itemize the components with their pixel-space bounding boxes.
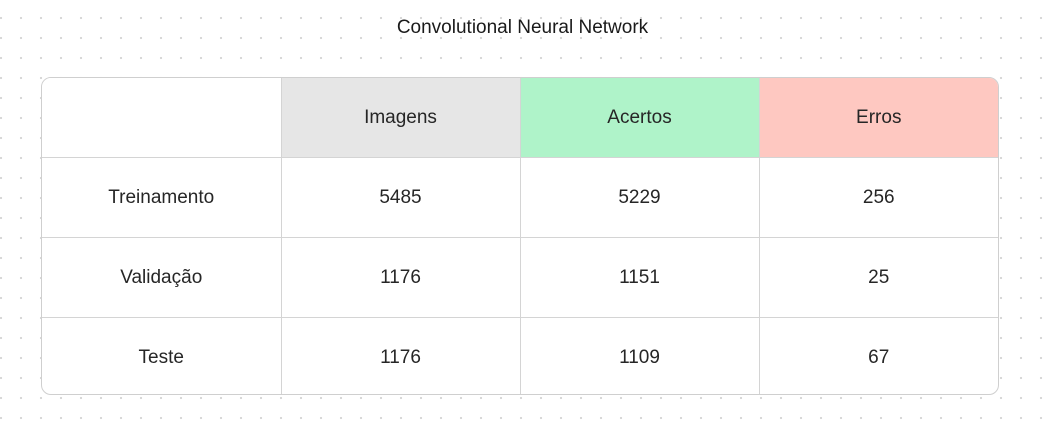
cell-erros: 256 xyxy=(759,157,998,238)
table-row-treinamento: Treinamento 5485 5229 256 xyxy=(42,157,998,238)
diagram-title: Convolutional Neural Network xyxy=(396,17,649,38)
header-cell-acertos: Acertos xyxy=(520,78,760,158)
cell-imagens: 1176 xyxy=(281,317,521,394)
table-row-validacao: Validação 1176 1151 25 xyxy=(42,237,998,318)
cell-imagens: 1176 xyxy=(281,237,521,318)
header-cell-erros: Erros xyxy=(759,78,998,158)
cell-acertos: 1109 xyxy=(520,317,760,394)
results-table: Imagens Acertos Erros Treinamento 5485 5… xyxy=(42,78,998,394)
cell-imagens: 5485 xyxy=(281,157,521,238)
header-row: Imagens Acertos Erros xyxy=(42,78,998,158)
row-label: Treinamento xyxy=(42,157,282,238)
row-label: Validação xyxy=(42,237,282,318)
row-label: Teste xyxy=(42,317,282,394)
table-row-teste: Teste 1176 1109 67 xyxy=(42,317,998,394)
results-table-container: Imagens Acertos Erros Treinamento 5485 5… xyxy=(41,77,999,395)
cell-acertos: 1151 xyxy=(520,237,760,318)
cell-erros: 67 xyxy=(868,346,890,368)
cell-acertos: 5229 xyxy=(520,157,760,238)
header-cell-imagens: Imagens xyxy=(281,78,521,158)
cell-erros: 25 xyxy=(759,237,998,318)
header-cell-empty xyxy=(42,78,282,158)
